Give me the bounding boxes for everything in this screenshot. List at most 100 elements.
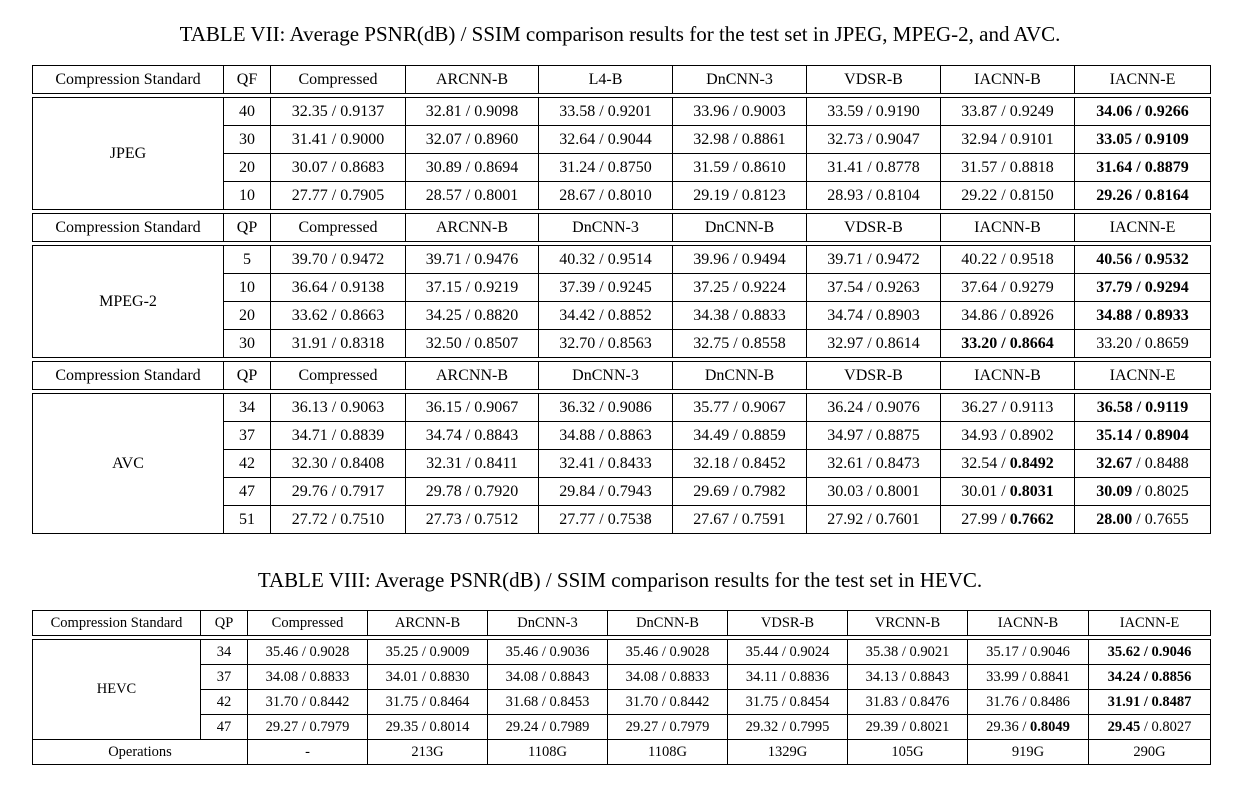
column-header: VDSR-B (727, 610, 848, 636)
value-cell: 32.30 / 0.8408 (270, 449, 406, 478)
value-cell: 34.08 / 0.8843 (487, 664, 608, 690)
value-cell: 32.67 / 0.8488 (1074, 449, 1211, 478)
value-cell: 35.62 / 0.9046 (1088, 639, 1211, 665)
column-header: QP (223, 361, 271, 390)
column-header: VRCNN-B (847, 610, 968, 636)
value-cell: 34.06 / 0.9266 (1074, 97, 1211, 126)
header-row: Compression Standard QF Compressed ARCNN-B L… (32, 65, 1211, 94)
best-value: 40.56 / 0.9532 (1096, 250, 1189, 268)
value-cell: 36.13 / 0.9063 (270, 393, 406, 422)
column-header: DnCNN-B (672, 213, 807, 242)
value-cell: 35.25 / 0.9009 (367, 639, 488, 665)
value-cell: 34.74 / 0.8903 (806, 301, 941, 330)
value-cell: 33.58 / 0.9201 (538, 97, 673, 126)
value-cell: 33.99 / 0.8841 (967, 664, 1089, 690)
value-cell: 29.27 / 0.7979 (607, 714, 728, 740)
standard-label: MPEG-2 (32, 245, 224, 358)
table-row: 30 31.41 / 0.9000 32.07 / 0.8960 32.64 / 0.… (33, 125, 1211, 154)
table-row: 30 31.91 / 0.8318 32.50 / 0.8507 32.70 / 0.… (33, 329, 1211, 358)
header-row: Compression Standard QP Compressed ARCNN-B D… (32, 213, 1211, 242)
value-cell: 34.97 / 0.8875 (806, 421, 941, 450)
best-value: 35.14 / 0.8904 (1096, 426, 1189, 444)
best-value: 31.91 / 0.8487 (1107, 693, 1192, 710)
value-cell: 31.75 / 0.8454 (727, 689, 848, 715)
value-cell: 28.00 / 0.7655 (1074, 505, 1211, 534)
value-cell: 35.17 / 0.9046 (967, 639, 1089, 665)
value-cell: 34.24 / 0.8856 (1088, 664, 1211, 690)
column-header: IACNN-B (940, 65, 1075, 94)
value-cell: 33.20 / 0.8664 (940, 329, 1075, 358)
value-cell: 33.05 / 0.9109 (1074, 125, 1211, 154)
column-header: Compression Standard (32, 213, 224, 242)
table-row: 42 31.70 / 0.8442 31.75 / 0.8464 31.68 / 0.… (33, 689, 1211, 715)
value-cell: 29.27 / 0.7979 (247, 714, 368, 740)
table-row: 37 34.08 / 0.8833 34.01 / 0.8830 34.08 / 0.… (33, 664, 1211, 690)
value-cell: 35.44 / 0.9024 (727, 639, 848, 665)
value-cell: 36.32 / 0.9086 (538, 393, 673, 422)
value-cell: 29.32 / 0.7995 (727, 714, 848, 740)
table-row: HEVC 34 35.46 / 0.9028 35.25 / 0.9009 35.46 … (32, 639, 1211, 740)
q-cell: 30 (223, 329, 271, 358)
column-header: VDSR-B (806, 361, 941, 390)
value-cell: 32.50 / 0.8507 (405, 329, 539, 358)
value-cell: 27.99 / 0.7662 (940, 505, 1075, 534)
value-cell: 29.84 / 0.7943 (538, 477, 673, 506)
table-viii-caption: TABLE VIII: Average PSNR(dB) / SSIM comp… (257, 568, 983, 592)
value-cell: 37.39 / 0.9245 (538, 273, 673, 302)
value-cell: 33.59 / 0.9190 (806, 97, 941, 126)
value-cell: 27.77 / 0.7538 (538, 505, 673, 534)
value-cell: 33.20 / 0.8659 (1074, 329, 1211, 358)
q-cell: 5 (223, 245, 271, 274)
q-cell: 34 (223, 393, 271, 422)
table-viii: Compression Standard QP Compressed ARCNN-B D… (32, 610, 1211, 765)
q-cell: 37 (223, 421, 271, 450)
standard-label: JPEG (32, 97, 224, 210)
value-cell: 31.57 / 0.8818 (940, 153, 1075, 182)
value-cell: 35.14 / 0.8904 (1074, 421, 1211, 450)
column-header: QP (200, 610, 248, 636)
value-cell: 37.64 / 0.9279 (940, 273, 1075, 302)
value-cell: 32.07 / 0.8960 (405, 125, 539, 154)
value-cell: 27.92 / 0.7601 (806, 505, 941, 534)
column-header: VDSR-B (806, 65, 941, 94)
column-header: ARCNN-B (405, 65, 539, 94)
header-row: Compression Standard QP Compressed ARCNN-B D… (32, 610, 1211, 636)
q-cell: 47 (200, 714, 248, 740)
value-cell: 27.72 / 0.7510 (270, 505, 406, 534)
column-header: L4-B (538, 65, 673, 94)
value-cell: 37.54 / 0.9263 (806, 273, 941, 302)
value-cell: 27.73 / 0.7512 (405, 505, 539, 534)
value-cell: 29.39 / 0.8021 (847, 714, 968, 740)
value-cell: 32.61 / 0.8473 (806, 449, 941, 478)
value-cell: 32.98 / 0.8861 (672, 125, 807, 154)
value-cell: 29.24 / 0.7989 (487, 714, 608, 740)
column-header: IACNN-E (1074, 213, 1211, 242)
column-header: Compression Standard (32, 610, 201, 636)
column-header: IACNN-E (1074, 65, 1211, 94)
value-cell: 30.01 / 0.8031 (940, 477, 1075, 506)
value-cell: 30.03 / 0.8001 (806, 477, 941, 506)
value-cell: 37.15 / 0.9219 (405, 273, 539, 302)
value-cell: 32.35 / 0.9137 (270, 97, 406, 126)
value-cell: 35.38 / 0.9021 (847, 639, 968, 665)
value-cell: 31.70 / 0.8442 (607, 689, 728, 715)
value-cell: 33.96 / 0.9003 (672, 97, 807, 126)
value-cell: 34.08 / 0.8833 (247, 664, 368, 690)
value-cell: 29.35 / 0.8014 (367, 714, 488, 740)
value-cell: 35.77 / 0.9067 (672, 393, 807, 422)
best-value: 29.26 / 0.8164 (1096, 186, 1189, 204)
value-cell: 31.70 / 0.8442 (247, 689, 368, 715)
q-cell: 40 (223, 97, 271, 126)
value-cell: 30.09 / 0.8025 (1074, 477, 1211, 506)
table-row: 47 29.76 / 0.7917 29.78 / 0.7920 29.84 / 0.… (33, 477, 1211, 506)
value-cell: 30.89 / 0.8694 (405, 153, 539, 182)
table-row: 42 32.30 / 0.8408 32.31 / 0.8411 32.41 / 0.… (33, 449, 1211, 478)
column-header: QF (223, 65, 271, 94)
table-row: AVC 34 36.13 / 0.9063 36.15 / 0.9067 36.32 /… (32, 393, 1211, 534)
value-cell: 35.46 / 0.9028 (247, 639, 368, 665)
value-cell: 40.22 / 0.9518 (940, 245, 1075, 274)
value-cell: 34.42 / 0.8852 (538, 301, 673, 330)
value-cell: 29.36 / 0.8049 (967, 714, 1089, 740)
value-cell: 37.79 / 0.9294 (1074, 273, 1211, 302)
operations-cell: 105G (847, 739, 968, 765)
